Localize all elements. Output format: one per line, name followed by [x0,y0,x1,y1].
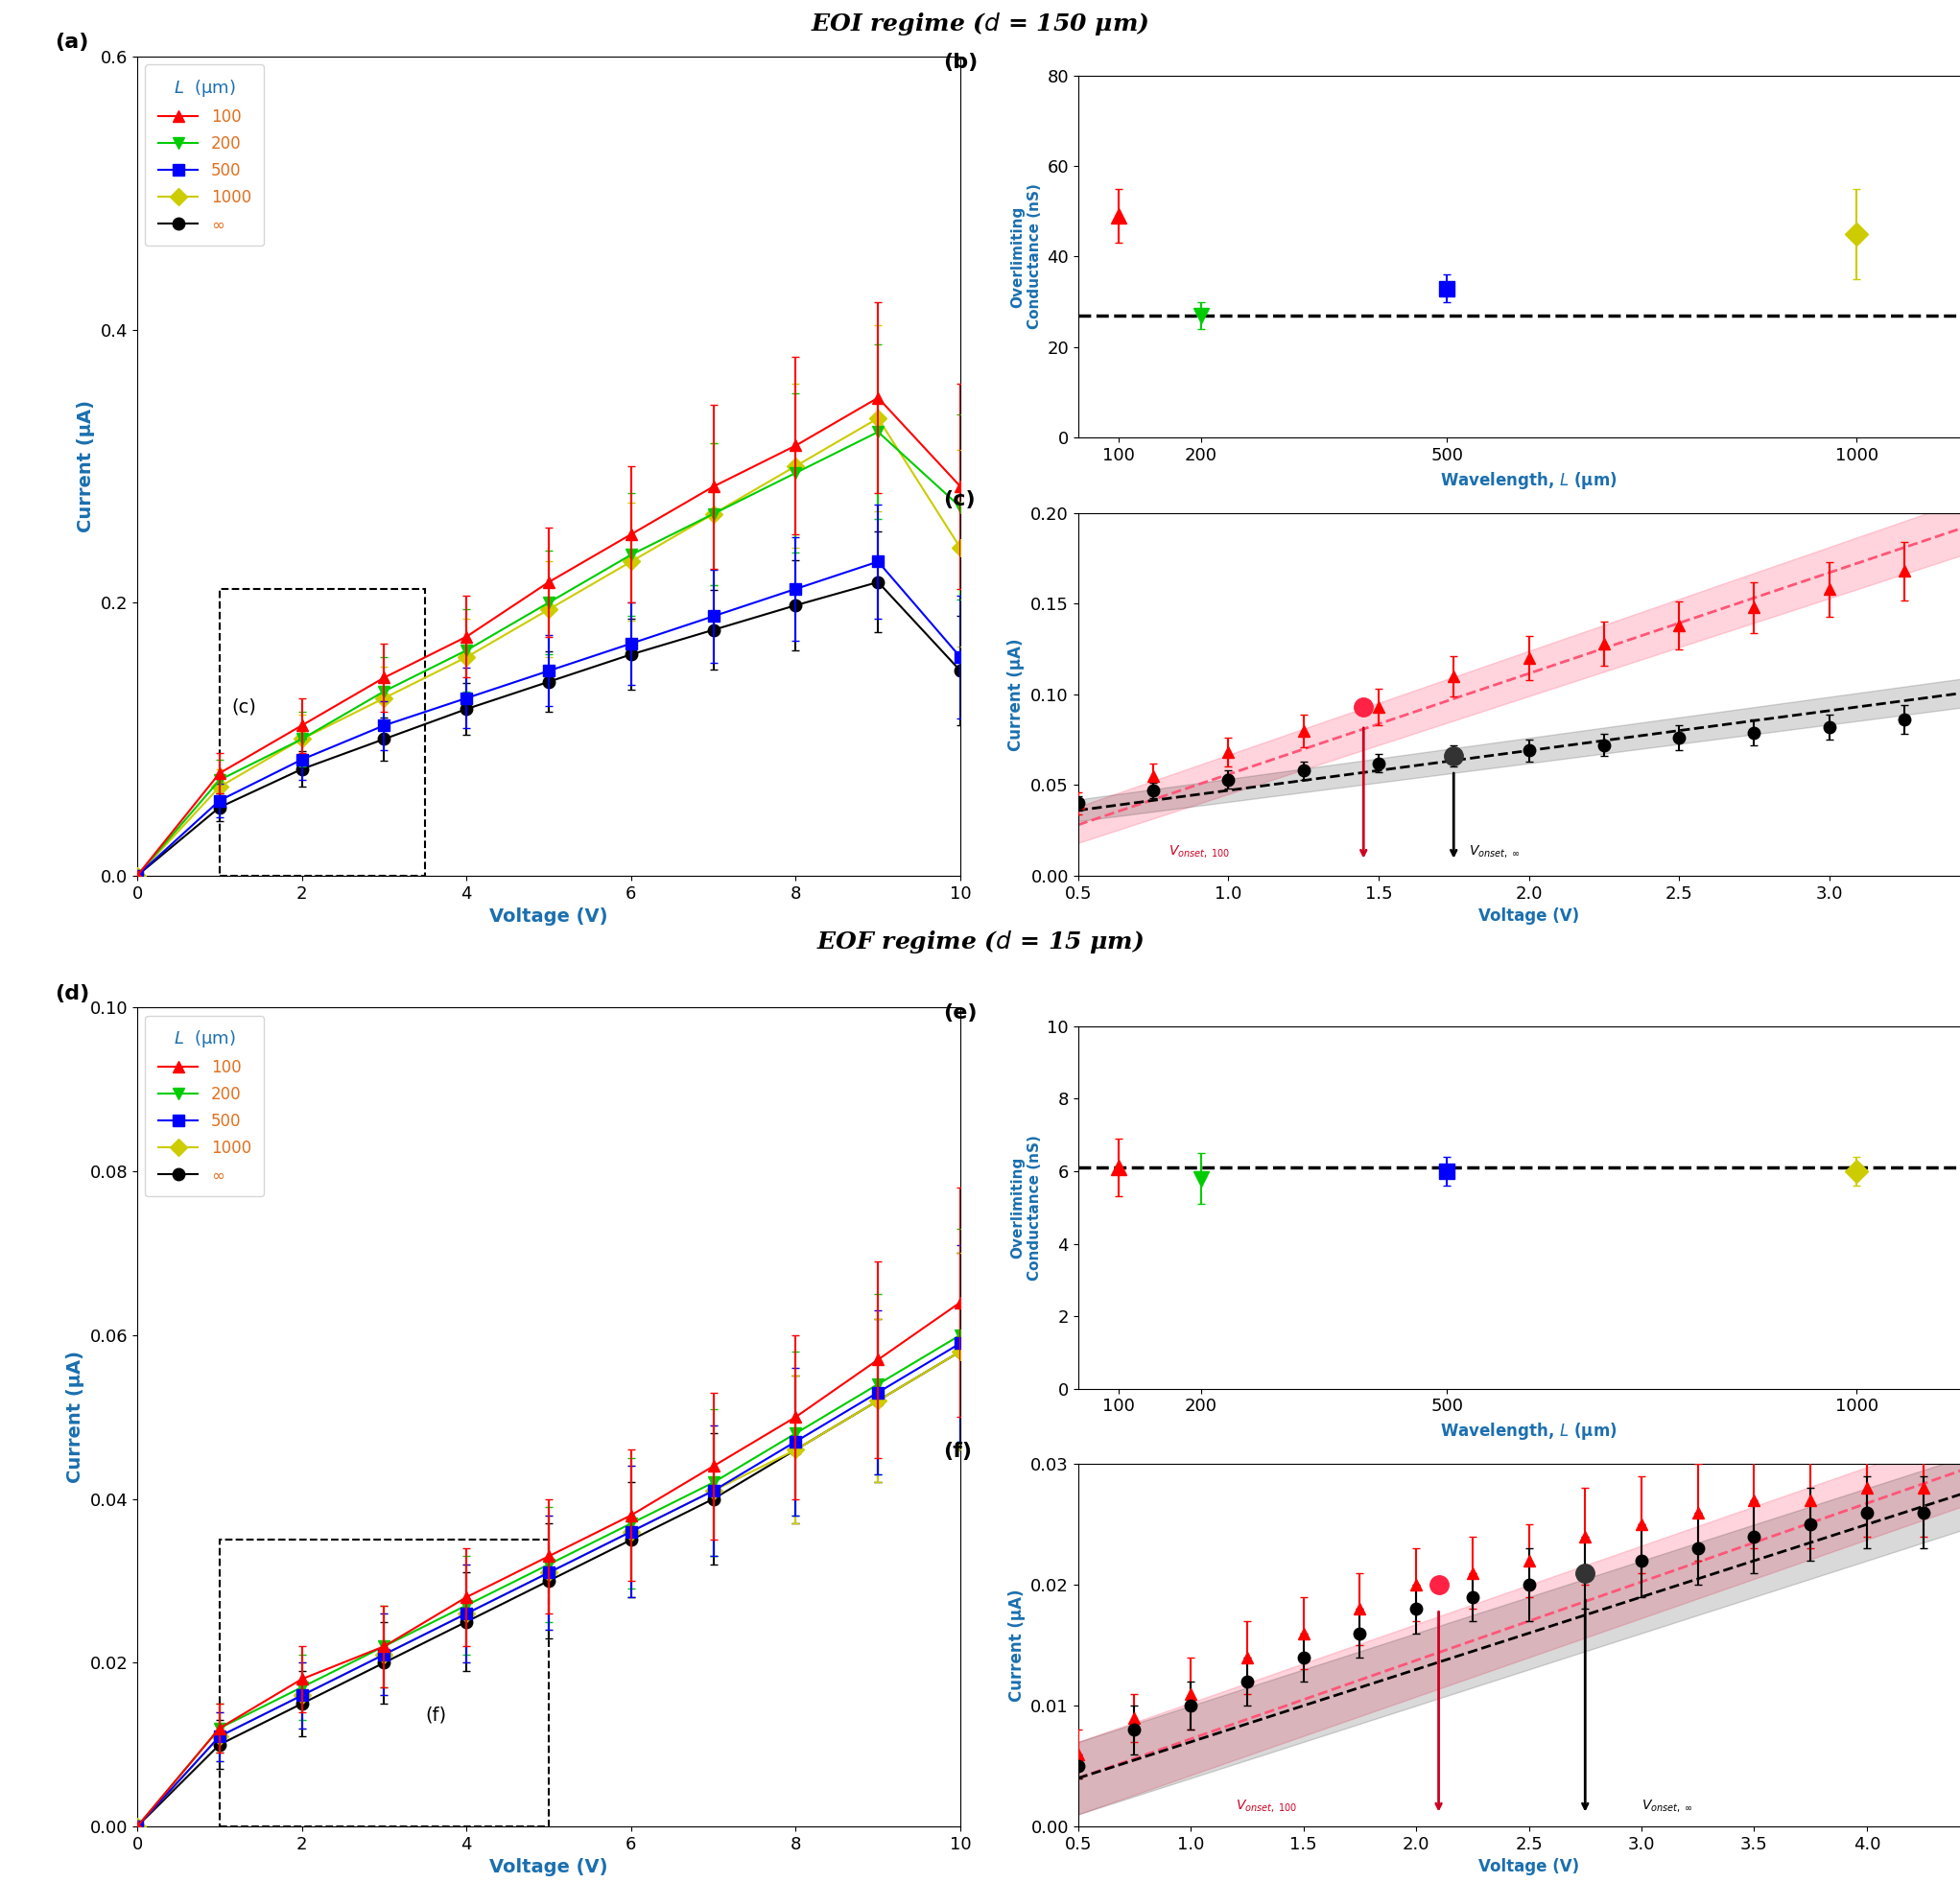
Text: (a): (a) [55,32,88,53]
Y-axis label: Current (μA): Current (μA) [1007,1589,1025,1702]
Y-axis label: Overlimiting
Conductance (nS): Overlimiting Conductance (nS) [1011,185,1041,330]
Text: $V_{onset,\ \infty}$: $V_{onset,\ \infty}$ [1642,1796,1693,1813]
X-axis label: Voltage (V): Voltage (V) [490,908,608,926]
Legend: 100, 200, 500, 1000, $\infty$: 100, 200, 500, 1000, $\infty$ [145,1015,265,1196]
Y-axis label: Overlimiting
Conductance (nS): Overlimiting Conductance (nS) [1011,1135,1041,1280]
Legend: 100, 200, 500, 1000, $\infty$: 100, 200, 500, 1000, $\infty$ [145,64,265,245]
X-axis label: Voltage (V): Voltage (V) [490,1859,608,1877]
Text: $V_{onset,\ \infty}$: $V_{onset,\ \infty}$ [1468,844,1521,859]
Text: (c): (c) [943,490,974,510]
Y-axis label: Current (μA): Current (μA) [76,399,96,533]
Text: (b): (b) [943,53,978,72]
Text: (f): (f) [943,1440,972,1461]
Text: $V_{onset,\ 100}$: $V_{onset,\ 100}$ [1237,1796,1298,1813]
Text: (c): (c) [231,697,257,716]
Text: EOF regime ($d$ = 15 μm): EOF regime ($d$ = 15 μm) [815,928,1145,955]
Text: $V_{onset,\ 100}$: $V_{onset,\ 100}$ [1168,844,1231,859]
Y-axis label: Current (μA): Current (μA) [67,1350,84,1484]
Bar [220,589,425,876]
X-axis label: Voltage (V): Voltage (V) [1478,1859,1580,1875]
Text: (e): (e) [943,1004,976,1022]
Bar [220,1540,549,1827]
Text: EOI regime ($d$ = 150 μm): EOI regime ($d$ = 150 μm) [811,11,1149,38]
X-axis label: Voltage (V): Voltage (V) [1478,908,1580,925]
X-axis label: Wavelength, $L$ (μm): Wavelength, $L$ (μm) [1441,469,1617,491]
X-axis label: Wavelength, $L$ (μm): Wavelength, $L$ (μm) [1441,1420,1617,1442]
Text: (d): (d) [55,983,90,1004]
Text: (f): (f) [425,1706,447,1723]
Y-axis label: Current (μA): Current (μA) [1007,638,1025,751]
